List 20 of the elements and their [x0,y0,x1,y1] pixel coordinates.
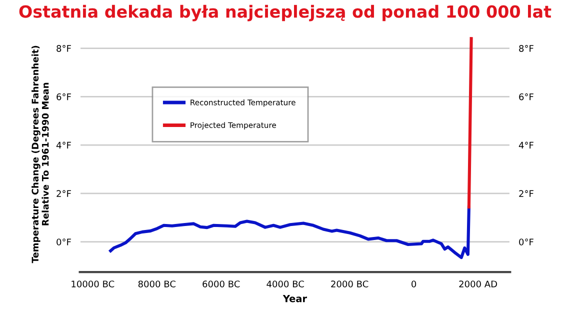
y2-tick-label: 4°F [518,142,534,148]
y2-tick-label: 0°F [519,238,534,246]
x-tick-label: 10000 BC [72,280,114,288]
x-tick-label: 8000 BC [138,280,176,288]
x-axis-title: Year [282,295,307,302]
y-tick-label: 0°F [56,238,71,246]
y-tick-label: 4°F [56,142,71,148]
chart-title: Ostatnia dekada była najcieplejszą od ponad 100 000 lat [19,4,552,22]
y-axis-title: Temperature Change (Degrees Fahrenheit) Relative To 1961-1990 Mean [32,46,49,264]
y-tick-label: 6°F [56,93,71,100]
x-tick-label: 4000 BC [266,280,304,288]
y-tick-label: 2°F [56,190,71,197]
x-tick-label: 2000 BC [331,280,368,288]
x-tick-label: 0 [412,280,416,288]
y2-tick-label: 6°F [519,93,534,100]
x-tick-label: 2000 AD [459,280,497,288]
y-tick-label: 8°F [56,45,71,52]
y2-tick-label: 8°F [519,45,534,52]
y2-tick-label: 2°F [519,190,534,197]
x-tick-label: 6000 BC [202,280,240,288]
